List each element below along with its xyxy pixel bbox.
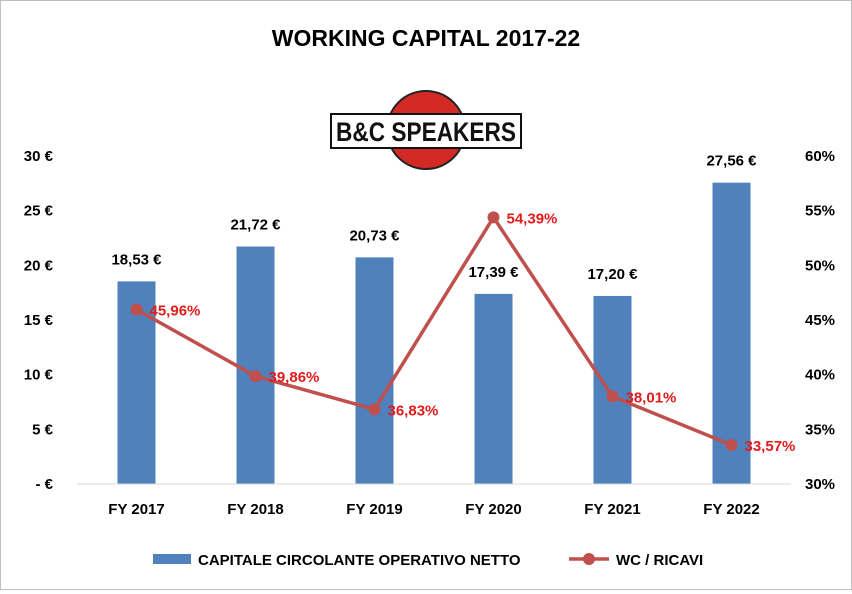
bar-value-label: 21,72 € — [230, 217, 281, 234]
x-tick-label: FY 2021 — [584, 501, 640, 518]
x-tick-label: FY 2020 — [465, 501, 521, 518]
legend: CAPITALE CIRCOLANTE OPERATIVO NETTO WC / … — [153, 552, 703, 569]
left-tick-label: 20 € — [24, 257, 54, 274]
legend-line-label: WC / RICAVI — [616, 552, 703, 569]
logo-text: B&C SPEAKERS — [336, 117, 516, 147]
bc-speakers-logo: B&C SPEAKERS — [330, 90, 522, 170]
bar — [355, 257, 394, 484]
line-point — [487, 211, 500, 224]
line-point — [249, 370, 262, 383]
left-axis: - € 5 € 10 € 15 € 20 € 25 € 30 € — [24, 148, 54, 493]
line-path — [135, 215, 733, 447]
line-point — [368, 403, 381, 416]
x-axis: FY 2017 FY 2018 FY 2019 FY 2020 FY 2021 FY 20… — [77, 483, 791, 518]
bar — [474, 293, 513, 484]
right-tick-label: 55% — [805, 203, 835, 220]
bar-value-label: 17,20 € — [587, 266, 638, 283]
bar — [593, 295, 632, 484]
right-tick-label: 50% — [805, 257, 835, 274]
x-tick-label: FY 2022 — [703, 501, 759, 518]
bar — [712, 182, 751, 484]
line-point — [606, 390, 619, 403]
right-tick-label: 45% — [805, 312, 835, 329]
left-tick-label: 15 € — [24, 312, 54, 329]
left-tick-label: 10 € — [24, 367, 54, 384]
line-value-label: 38,01% — [626, 389, 677, 406]
line-value-label: 54,39% — [507, 210, 558, 227]
legend-line-marker — [583, 553, 595, 565]
right-tick-label: 35% — [805, 421, 835, 438]
right-tick-label: 40% — [805, 367, 835, 384]
x-tick-label: FY 2019 — [346, 501, 402, 518]
x-tick-label: FY 2017 — [108, 501, 164, 518]
legend-bar-label: CAPITALE CIRCOLANTE OPERATIVO NETTO — [198, 552, 521, 569]
bar-series: 18,53 € 21,72 € 20,73 € 17,39 € 17,20 € 27,56… — [111, 153, 757, 484]
chart-title: WORKING CAPITAL 2017-22 — [272, 25, 580, 51]
legend-bar-swatch — [153, 554, 191, 564]
left-tick-label: 30 € — [24, 148, 54, 165]
x-tick-label: FY 2018 — [227, 501, 283, 518]
left-tick-label: - € — [35, 476, 53, 493]
line-value-label: 33,57% — [745, 438, 796, 455]
bar — [236, 246, 275, 484]
line-value-label: 45,96% — [150, 303, 201, 320]
right-axis: 30% 35% 40% 45% 50% 55% 60% — [805, 148, 835, 493]
line-series: 45,96% 39,86% 36,83% 54,39% 38,01% 33,57% — [130, 210, 796, 455]
right-tick-label: 30% — [805, 476, 835, 493]
bar-value-label: 17,39 € — [468, 264, 519, 281]
bar-value-label: 27,56 € — [706, 153, 757, 170]
bar-value-label: 18,53 € — [111, 251, 162, 268]
left-tick-label: 5 € — [32, 421, 54, 438]
right-tick-label: 60% — [805, 148, 835, 165]
left-tick-label: 25 € — [24, 203, 54, 220]
bar-value-label: 20,73 € — [349, 227, 400, 244]
line-point — [725, 438, 738, 451]
line-value-label: 39,86% — [269, 369, 320, 386]
line-point — [130, 303, 143, 316]
line-value-label: 36,83% — [388, 402, 439, 419]
